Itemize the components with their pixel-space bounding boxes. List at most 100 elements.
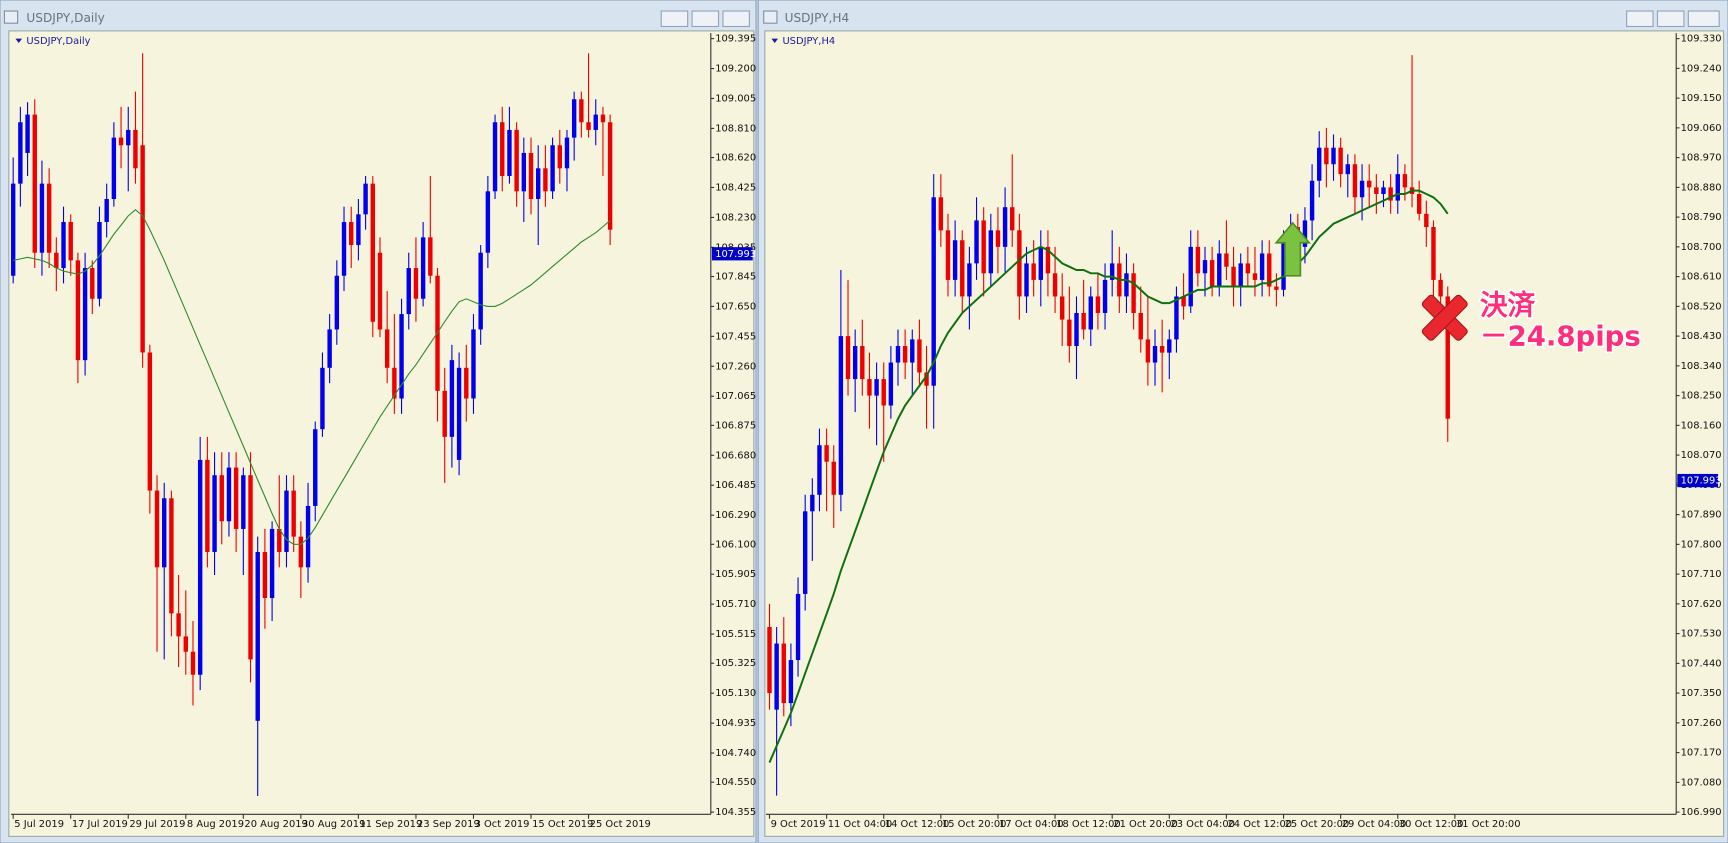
maximize-button[interactable]: [1656, 10, 1685, 28]
candle-body: [967, 263, 972, 297]
window-icon: [763, 10, 778, 24]
x-tick-label: 29 Oct 04:00: [1342, 819, 1407, 830]
candle-body: [1416, 193, 1422, 214]
candle-body: [1302, 220, 1308, 247]
candle-body: [550, 145, 555, 192]
candle-body: [305, 505, 311, 568]
y-tick-label: 106.990: [1681, 807, 1722, 818]
candle-body: [1338, 147, 1343, 175]
candle-body: [888, 362, 894, 406]
candle-body: [960, 240, 965, 297]
candle-body: [262, 551, 268, 599]
y-tick-label: 105.515: [715, 629, 756, 640]
candle-body: [1074, 312, 1079, 347]
y-tick-label: 108.700: [1681, 242, 1722, 253]
candle-body: [298, 536, 304, 568]
candle-body: [356, 214, 361, 246]
candle-body: [61, 222, 66, 269]
x-tick-label: 23 Sep 2019: [417, 819, 480, 830]
y-tick-label: 108.810: [715, 123, 756, 134]
candle-body: [183, 636, 188, 652]
candle-body: [938, 197, 944, 231]
candle-body: [68, 222, 73, 261]
candle-body: [1145, 339, 1151, 363]
candle-body: [1281, 240, 1286, 290]
candle-body: [1181, 296, 1186, 307]
candle-body: [1024, 263, 1029, 297]
candle-body: [428, 237, 433, 276]
y-tick-label: 108.340: [1681, 361, 1722, 372]
candle-body: [1031, 263, 1036, 280]
candle-body: [1274, 286, 1279, 290]
candle-body: [327, 329, 332, 368]
candle-body: [284, 490, 289, 552]
candle-body: [586, 122, 591, 130]
candle-body: [824, 445, 829, 462]
candle-body: [233, 467, 239, 529]
candle-body: [1195, 246, 1201, 274]
candle-body: [11, 183, 16, 276]
candle-body: [248, 475, 253, 660]
y-tick-label: 108.620: [715, 153, 756, 164]
y-tick-label: 109.330: [1681, 34, 1722, 45]
candle-body: [82, 268, 88, 361]
x-tick-label: 17 Oct 04:00: [999, 819, 1064, 830]
y-tick-label: 108.430: [1681, 331, 1722, 342]
chart-background: [764, 30, 1725, 837]
y-tick-label: 108.425: [715, 182, 756, 193]
moving-average-line: [768, 189, 1449, 763]
candle-body: [902, 346, 908, 363]
minimize-button[interactable]: [1626, 10, 1654, 28]
x-tick-label: 14 Oct 12:00: [885, 819, 950, 830]
y-tick-label: 107.080: [1681, 777, 1722, 788]
x-tick-label: 29 Jul 2019: [129, 819, 185, 830]
candle-body: [924, 372, 929, 386]
candle-body: [571, 99, 577, 138]
y-tick-label: 104.355: [715, 807, 756, 818]
candle-body: [767, 626, 772, 694]
close-button[interactable]: [722, 10, 750, 28]
candle-body: [895, 346, 901, 363]
x-tick-label: 15 Oct 20:00: [942, 819, 1007, 830]
candle-body: [97, 222, 102, 299]
candle-body: [1388, 187, 1393, 201]
minimize-button[interactable]: [660, 10, 689, 28]
y-tick-label: 109.240: [1681, 63, 1722, 74]
candle-body: [1152, 346, 1158, 363]
maximize-button[interactable]: [691, 10, 720, 28]
buy-arrow: [1274, 221, 1311, 277]
x-tick-label: 11 Oct 04:00: [828, 819, 893, 830]
candle-body: [931, 197, 936, 386]
x-tick-label: 31 Oct 20:00: [1456, 819, 1521, 830]
y-tick-label: 108.970: [1681, 153, 1722, 164]
candle-body: [514, 129, 519, 192]
candle-body: [1109, 263, 1115, 280]
candle-body: [1324, 147, 1329, 165]
candle-body: [1245, 263, 1251, 274]
candle-body: [1331, 147, 1336, 165]
candle-body: [226, 467, 232, 522]
close-button[interactable]: [1687, 10, 1720, 28]
dropdown-icon: [15, 38, 23, 44]
chart-background: [8, 30, 755, 837]
candle-body: [341, 222, 347, 276]
bid-label-box: [1677, 473, 1719, 488]
candle-body: [1345, 164, 1350, 175]
candle-body: [1131, 273, 1136, 313]
x-tick-label: 30 Aug 2019: [302, 819, 365, 830]
x-tick-label: 18 Oct 12:00: [1056, 819, 1121, 830]
candle-body: [795, 593, 801, 661]
x-tick-label: 20 Aug 2019: [244, 819, 307, 830]
y-tick-label: 108.610: [1681, 272, 1722, 283]
candle-body: [1138, 312, 1143, 340]
candle-body: [1167, 339, 1172, 353]
x-tick-label: 11 Sep 2019: [360, 819, 423, 830]
candle-body: [126, 129, 131, 146]
candles: [11, 53, 613, 796]
candle-body: [54, 252, 59, 269]
y-tick-label: 107.440: [1681, 658, 1722, 669]
candle-body: [981, 220, 986, 274]
candle-body: [543, 168, 548, 192]
x-tick-label: 24 Oct 12:00: [1228, 819, 1293, 830]
candle-body: [1431, 227, 1436, 280]
